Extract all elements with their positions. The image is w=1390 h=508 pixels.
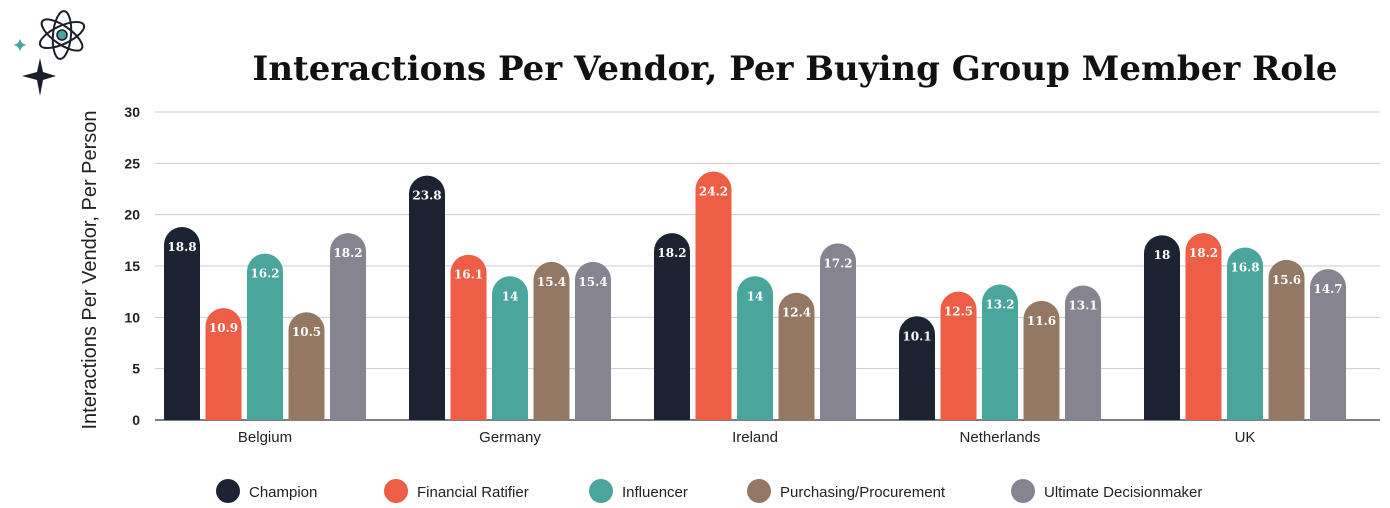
data-label: 24.2 bbox=[699, 185, 728, 199]
data-label: 10.5 bbox=[292, 325, 321, 339]
bar bbox=[695, 171, 732, 420]
legend-item: Influencer bbox=[589, 479, 688, 503]
x-tick-label: UK bbox=[1235, 429, 1256, 446]
bar bbox=[1227, 247, 1263, 420]
x-tick-label: Germany bbox=[479, 429, 541, 446]
chart-title: Interactions Per Vendor, Per Buying Grou… bbox=[252, 49, 1337, 89]
data-label: 17.2 bbox=[823, 256, 852, 270]
legend-label: Champion bbox=[249, 484, 317, 501]
data-label: 15.4 bbox=[537, 275, 566, 289]
data-label: 18.2 bbox=[1189, 246, 1218, 260]
bar bbox=[164, 226, 200, 420]
bar bbox=[1185, 233, 1222, 420]
bar bbox=[288, 312, 325, 420]
data-label: 18.2 bbox=[333, 246, 362, 260]
bar bbox=[1065, 285, 1101, 420]
bar bbox=[492, 276, 528, 420]
x-tick-label: Netherlands bbox=[960, 429, 1041, 446]
x-tick-label: Belgium bbox=[238, 429, 292, 446]
bar bbox=[940, 291, 977, 420]
bar bbox=[820, 243, 856, 420]
bar bbox=[450, 254, 487, 420]
legend-item: Ultimate Decisionmaker bbox=[1011, 479, 1202, 503]
bar bbox=[1023, 300, 1060, 420]
y-tick-label: 30 bbox=[124, 104, 140, 120]
data-label: 12.4 bbox=[782, 306, 811, 320]
legend-item: Financial Ratifier bbox=[384, 479, 529, 503]
legend-swatch bbox=[384, 479, 408, 503]
legend-label: Financial Ratifier bbox=[417, 484, 529, 501]
legend-swatch bbox=[1011, 479, 1035, 503]
y-tick-label: 5 bbox=[132, 361, 140, 377]
bar bbox=[205, 308, 242, 420]
data-label: 18 bbox=[1154, 248, 1171, 262]
data-label: 13.1 bbox=[1068, 299, 1097, 313]
legend-label: Purchasing/Procurement bbox=[780, 484, 946, 501]
data-label: 14 bbox=[747, 289, 764, 303]
bar bbox=[654, 233, 690, 420]
data-label: 14.7 bbox=[1313, 282, 1342, 296]
data-label: 18.8 bbox=[167, 240, 196, 254]
data-label: 14 bbox=[502, 289, 519, 303]
data-label: 16.8 bbox=[1230, 261, 1259, 275]
legend-item: Champion bbox=[216, 479, 317, 503]
bar bbox=[1310, 269, 1346, 420]
bar bbox=[737, 276, 773, 420]
atom-sparkle-icon bbox=[14, 10, 86, 96]
data-label: 16.2 bbox=[250, 267, 279, 281]
y-tick-label: 10 bbox=[124, 309, 140, 325]
bar bbox=[778, 292, 815, 420]
bar bbox=[575, 261, 611, 420]
bar bbox=[899, 316, 935, 420]
bar bbox=[1144, 235, 1180, 420]
data-label: 12.5 bbox=[944, 305, 973, 319]
bar bbox=[982, 284, 1018, 420]
data-label: 16.1 bbox=[454, 268, 483, 282]
legend-item: Purchasing/Procurement bbox=[747, 479, 946, 503]
data-label: 15.6 bbox=[1272, 273, 1301, 287]
x-tick-label: Ireland bbox=[732, 429, 778, 446]
data-label: 11.6 bbox=[1027, 314, 1056, 328]
y-axis-label: Interactions Per Vendor, Per Person bbox=[79, 110, 101, 429]
y-tick-label: 15 bbox=[124, 258, 140, 274]
data-label: 13.2 bbox=[985, 297, 1014, 311]
data-label: 10.1 bbox=[902, 329, 931, 343]
data-label: 23.8 bbox=[412, 189, 441, 203]
legend-swatch bbox=[216, 479, 240, 503]
bar bbox=[409, 175, 445, 420]
y-tick-label: 25 bbox=[124, 155, 140, 171]
legend-swatch bbox=[589, 479, 613, 503]
data-label: 18.2 bbox=[657, 246, 686, 260]
bar bbox=[533, 261, 570, 420]
bar bbox=[330, 233, 366, 420]
legend-label: Influencer bbox=[622, 484, 688, 501]
bar bbox=[1268, 259, 1305, 420]
data-label: 10.9 bbox=[209, 321, 238, 335]
y-tick-label: 20 bbox=[124, 207, 140, 223]
legend-label: Ultimate Decisionmaker bbox=[1044, 484, 1202, 501]
bar bbox=[247, 253, 283, 420]
y-tick-label: 0 bbox=[132, 412, 140, 428]
legend-swatch bbox=[747, 479, 771, 503]
data-label: 15.4 bbox=[578, 275, 607, 289]
